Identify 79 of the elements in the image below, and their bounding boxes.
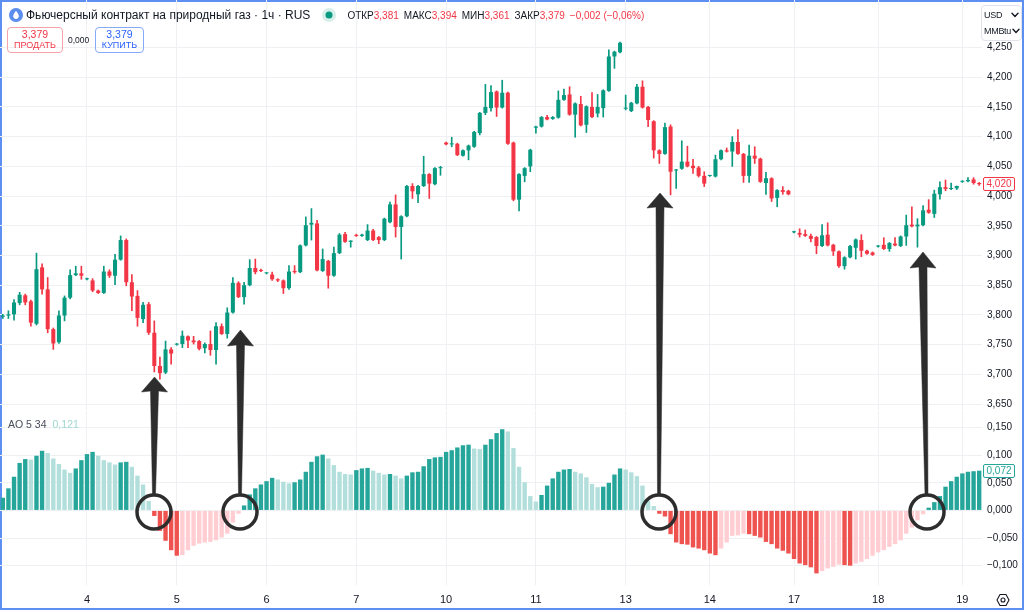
y-tick-label: 4,100 xyxy=(987,130,1013,142)
x-tick-label: 17 xyxy=(787,592,801,605)
annotation: 3,381 xyxy=(373,9,399,21)
sell-button: 3,379 ПРОДАТЬ xyxy=(7,27,63,53)
text: AO 5 34 xyxy=(8,418,47,430)
bar xyxy=(241,505,247,510)
bar xyxy=(96,455,101,510)
x-tick-label: 10 xyxy=(439,592,453,605)
bar xyxy=(572,471,578,510)
y-tick-label: 3,650 xyxy=(987,397,1013,409)
y-tick-label: 3,700 xyxy=(987,368,1013,380)
candlestick xyxy=(73,265,78,277)
annotation: 0,121 xyxy=(52,418,79,430)
annotation: 3,361 xyxy=(484,9,510,21)
x-tick-label: 13 xyxy=(619,592,632,605)
y-tick-label: 4,000 xyxy=(987,189,1013,201)
x-tick-label: 6 xyxy=(263,592,270,605)
candlestick xyxy=(763,171,768,195)
x-tick-label: 18 xyxy=(872,592,885,605)
text: MMBtu xyxy=(984,26,1012,36)
bar xyxy=(746,510,752,535)
y-tick-label: 4,050 xyxy=(987,160,1013,172)
candlestick xyxy=(926,199,931,214)
bar xyxy=(174,510,179,556)
bar xyxy=(387,473,393,510)
x-tick-label: 14 xyxy=(703,592,716,605)
annotation: ПРОДАТЬ xyxy=(14,40,56,51)
bar xyxy=(28,459,34,510)
candlestick xyxy=(752,146,757,164)
y-tick-label: 0,050 xyxy=(987,476,1013,488)
y-tick-label: 0,150 xyxy=(987,421,1013,433)
candlestick xyxy=(449,136,454,148)
bar xyxy=(348,474,353,510)
annotation: 4,020 xyxy=(983,177,1015,192)
bar xyxy=(836,510,842,565)
y-tick-label: 4,250 xyxy=(987,41,1013,53)
y-tick-label: 0,000 xyxy=(987,504,1013,516)
y-tick-label: 3,950 xyxy=(987,219,1013,231)
bar xyxy=(651,506,656,510)
y-tick-label: 4,150 xyxy=(987,100,1013,112)
annotation: −0,002 (−0,06%) xyxy=(569,9,645,21)
bar xyxy=(326,458,331,510)
bar xyxy=(601,486,606,510)
bar xyxy=(146,501,151,510)
annotation: 0,072 xyxy=(983,463,1015,478)
annotation: ОТКР xyxy=(347,9,374,21)
candlestick xyxy=(949,182,954,190)
candlestick xyxy=(169,347,174,365)
candlestick xyxy=(679,140,684,170)
y-tick-label: 3,800 xyxy=(987,308,1013,320)
x-tick-label: 11 xyxy=(530,592,542,605)
annotation: МИН xyxy=(461,9,485,21)
bar xyxy=(471,448,477,510)
y-tick-label: −0,050 xyxy=(987,531,1019,543)
bar xyxy=(477,449,482,510)
annotation: ЗАКР xyxy=(514,9,540,21)
y-tick-label: 0,100 xyxy=(987,448,1013,460)
x-tick-label: 7 xyxy=(353,592,360,605)
x-tick-label: 4 xyxy=(83,592,91,605)
y-tick-label: −0,100 xyxy=(987,559,1019,571)
annotation: 3,379 xyxy=(21,28,49,40)
candlestick xyxy=(399,215,404,260)
annotation: 3,394 xyxy=(431,9,457,21)
annotation: МАКС xyxy=(403,9,432,21)
x-tick-label: 5 xyxy=(173,592,180,605)
annotation: 3,379 xyxy=(106,28,133,40)
y-tick-label: 3,900 xyxy=(987,249,1013,261)
y-tick-label: 3,750 xyxy=(987,338,1013,350)
annotation: КУПИТЬ xyxy=(101,40,138,51)
y-tick-label: 4,200 xyxy=(987,71,1013,82)
bar xyxy=(370,470,376,510)
text: Фьючерсный контракт на природный газ · 1ч · RUS xyxy=(26,8,311,22)
annotation: 0,000 xyxy=(68,35,90,45)
annotation: 3,379 xyxy=(539,9,565,21)
x-tick-label: 19 xyxy=(956,592,969,605)
y-tick-label: 3,850 xyxy=(987,278,1013,290)
candlestick xyxy=(674,169,679,189)
text: USD xyxy=(984,10,1003,20)
buy-button: 3,379 КУПИТЬ xyxy=(95,27,144,53)
